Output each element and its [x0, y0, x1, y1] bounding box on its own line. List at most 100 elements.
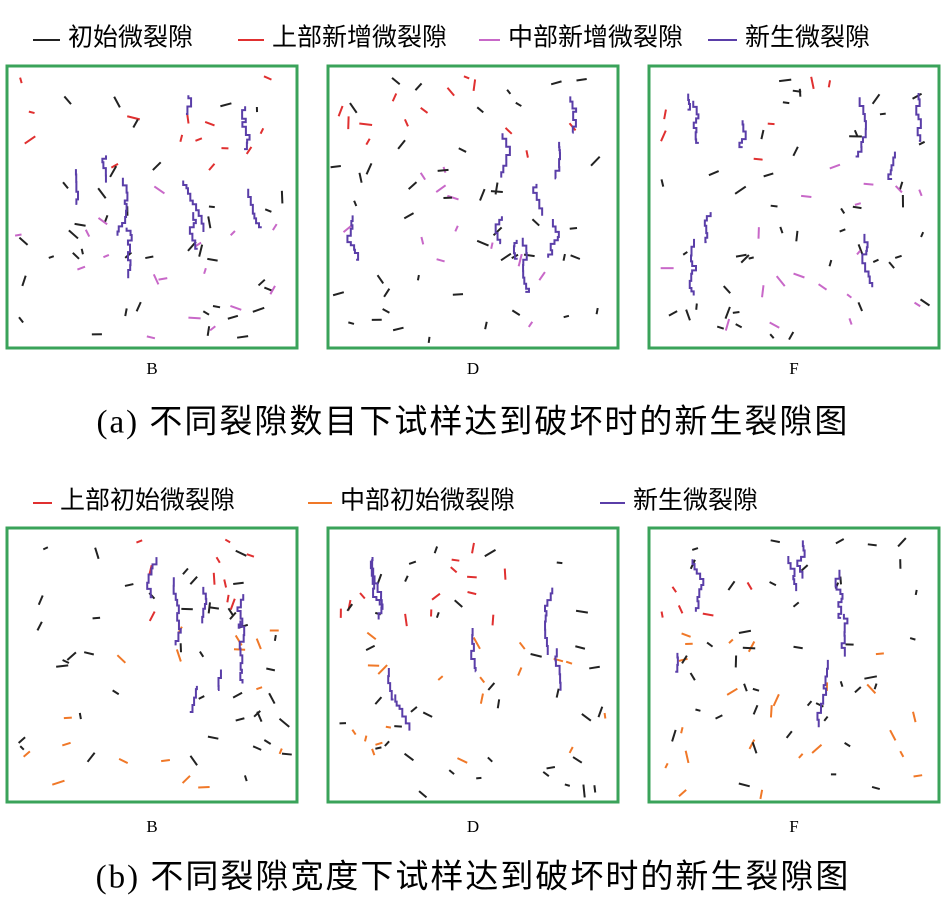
crack	[14, 233, 22, 237]
crack	[97, 217, 108, 226]
crack	[152, 273, 160, 285]
crack	[476, 239, 489, 247]
new-crack	[691, 559, 705, 612]
crack	[888, 261, 895, 269]
crack	[77, 265, 86, 271]
crack	[852, 205, 862, 210]
crack	[728, 638, 734, 644]
crack	[230, 304, 242, 311]
crack	[726, 687, 738, 696]
crack	[471, 542, 475, 554]
crack	[255, 638, 262, 650]
crack	[500, 252, 512, 262]
crack	[419, 172, 426, 181]
crack	[199, 651, 205, 658]
crack	[863, 182, 874, 186]
crack	[376, 274, 385, 284]
crack	[148, 611, 156, 622]
crack	[21, 275, 27, 287]
crack	[272, 223, 278, 231]
crack	[597, 706, 604, 718]
crack	[722, 285, 731, 294]
crack-panel	[647, 64, 941, 350]
crack	[266, 667, 276, 672]
crack	[384, 740, 390, 747]
crack	[92, 616, 101, 620]
crack	[84, 229, 91, 238]
crack	[582, 784, 586, 798]
crack	[404, 613, 408, 627]
new-crack	[394, 694, 411, 731]
crack	[484, 548, 497, 558]
crack	[793, 645, 803, 650]
crack	[889, 729, 897, 741]
crack	[531, 218, 540, 227]
crack	[158, 277, 168, 281]
crack	[511, 309, 521, 316]
crack	[909, 637, 916, 641]
crack	[894, 185, 903, 194]
crack	[204, 120, 215, 127]
crack	[42, 546, 49, 551]
crack	[371, 748, 376, 756]
crack	[562, 253, 566, 261]
crack	[436, 258, 445, 263]
crack	[595, 307, 599, 315]
crack	[525, 150, 529, 158]
crack	[472, 636, 481, 650]
crack	[871, 785, 881, 791]
crack	[195, 137, 203, 142]
crack	[62, 181, 69, 190]
crack	[563, 314, 570, 319]
crack	[72, 252, 80, 260]
crack	[546, 766, 556, 770]
crack	[420, 107, 429, 114]
crack-panel	[326, 64, 620, 350]
new-crack	[532, 183, 544, 216]
crack	[724, 318, 731, 331]
crack	[189, 755, 198, 766]
crack	[839, 576, 842, 585]
crack	[920, 231, 925, 238]
crack	[823, 715, 829, 722]
crack	[760, 129, 765, 140]
crack	[227, 607, 234, 617]
crack	[408, 560, 417, 565]
crack	[763, 172, 774, 178]
crack	[523, 253, 535, 258]
crack	[800, 564, 809, 572]
crack	[752, 687, 760, 692]
crack	[78, 712, 82, 720]
crack	[568, 746, 574, 754]
crack	[447, 194, 459, 201]
new-crack	[146, 557, 158, 599]
crack	[132, 119, 139, 129]
crack	[467, 591, 477, 596]
crack	[278, 717, 290, 728]
crack	[63, 95, 72, 105]
legend-label: 中部新增微裂隙	[508, 24, 683, 52]
crack	[846, 293, 853, 299]
crack	[365, 138, 371, 146]
crack	[182, 567, 189, 575]
crack	[570, 254, 581, 260]
crack	[867, 543, 877, 547]
crack	[348, 321, 355, 325]
crack	[375, 746, 382, 750]
crack	[454, 225, 459, 232]
crack	[383, 288, 391, 298]
crack	[792, 146, 799, 157]
crack	[702, 612, 714, 617]
crack	[671, 586, 678, 593]
new-crack	[687, 93, 691, 111]
crack-panel	[5, 64, 299, 350]
crack	[835, 538, 845, 545]
new-crack	[185, 95, 193, 116]
crack	[575, 609, 589, 614]
crack	[181, 775, 191, 784]
new-crack	[544, 587, 554, 656]
crack	[919, 298, 931, 307]
crack	[36, 621, 43, 631]
crack	[454, 599, 463, 608]
crack	[62, 741, 71, 747]
